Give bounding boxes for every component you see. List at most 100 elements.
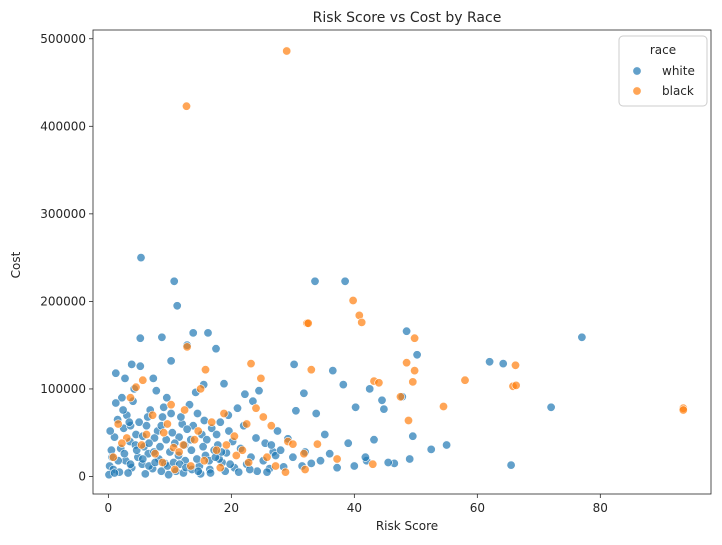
point-white-139: [155, 442, 165, 452]
point-white-27: [338, 380, 348, 390]
point-white-35: [412, 350, 422, 360]
y-tick-label: 200000: [40, 294, 86, 308]
point-white-19: [219, 379, 229, 389]
point-white-20: [240, 389, 250, 399]
point-white-141: [167, 428, 177, 438]
point-white-0: [136, 253, 146, 263]
point-white-164: [193, 466, 203, 476]
point-black-62: [215, 463, 225, 473]
point-black-38: [332, 454, 342, 464]
legend-frame: [618, 35, 708, 107]
point-white-129: [225, 459, 235, 469]
point-white-25: [311, 408, 321, 418]
point-black-30: [251, 403, 261, 413]
point-black-74: [162, 419, 172, 429]
point-black-65: [262, 452, 272, 462]
point-white-146: [198, 442, 208, 452]
point-white-47: [343, 438, 353, 448]
legend-title: race: [650, 43, 676, 57]
point-white-28: [351, 402, 361, 412]
y-tick-label: 300000: [40, 207, 86, 221]
point-white-173: [166, 408, 176, 418]
point-black-46: [190, 435, 200, 445]
point-black-6: [303, 318, 313, 328]
point-white-124: [176, 412, 186, 422]
point-white-29: [365, 384, 375, 394]
point-white-9: [211, 344, 221, 354]
point-white-167: [234, 467, 244, 477]
point-white-58: [233, 403, 243, 413]
point-white-126: [202, 435, 212, 445]
point-white-49: [291, 406, 301, 416]
point-black-69: [219, 408, 229, 418]
point-white-17: [148, 373, 158, 383]
point-white-4: [340, 276, 350, 286]
point-white-53: [306, 458, 316, 468]
point-black-2: [348, 295, 358, 305]
point-white-122: [151, 386, 161, 396]
point-white-158: [156, 466, 166, 476]
point-black-64: [244, 457, 254, 467]
y-tick-label: 400000: [40, 119, 86, 133]
x-tick-label: 0: [105, 501, 113, 515]
point-white-34: [408, 431, 418, 441]
point-black-45: [212, 445, 222, 455]
legend: race white black: [618, 35, 708, 107]
point-white-68: [162, 393, 172, 403]
point-white-2: [172, 301, 182, 311]
point-white-133: [118, 405, 128, 415]
point-white-83: [110, 432, 120, 442]
point-white-6: [157, 332, 167, 342]
point-black-1: [182, 101, 192, 111]
point-black-72: [180, 405, 190, 415]
point-white-8: [203, 328, 213, 338]
point-white-33: [402, 326, 412, 336]
point-white-66: [174, 432, 184, 442]
legend-label-black: black: [662, 84, 694, 98]
point-white-42: [577, 332, 587, 342]
point-black-11: [410, 366, 420, 376]
point-white-16: [120, 373, 130, 383]
point-white-174: [182, 424, 192, 434]
point-black-55: [117, 438, 127, 448]
point-white-57: [272, 426, 282, 436]
chart-title: Risk Score vs Cost by Race: [313, 10, 502, 26]
point-white-186: [349, 461, 359, 471]
point-black-59: [170, 464, 180, 474]
point-black-67: [174, 447, 184, 457]
point-black-49: [159, 428, 169, 438]
point-white-73: [142, 421, 152, 431]
point-black-24: [678, 405, 688, 415]
point-black-33: [242, 419, 252, 429]
point-white-153: [126, 459, 136, 469]
point-black-9: [402, 358, 412, 368]
point-black-0: [282, 46, 292, 56]
point-white-75: [134, 417, 144, 427]
point-white-132: [111, 398, 121, 408]
point-white-155: [138, 454, 148, 464]
point-white-37: [442, 440, 452, 450]
point-black-28: [131, 382, 141, 392]
point-white-180: [266, 440, 276, 450]
point-white-46: [360, 452, 370, 462]
y-tick-label: 500000: [40, 32, 86, 46]
point-black-70: [148, 410, 158, 420]
point-black-50: [150, 449, 160, 459]
point-white-188: [405, 454, 415, 464]
point-black-43: [237, 445, 247, 455]
point-black-12: [306, 365, 316, 375]
point-white-39: [498, 359, 508, 369]
point-black-13: [408, 377, 418, 387]
point-white-179: [251, 433, 261, 443]
point-white-184: [315, 456, 325, 466]
point-white-54: [332, 463, 342, 473]
points-layer: [104, 46, 688, 480]
legend-marker-black: [632, 86, 642, 96]
x-tick-label: 40: [347, 501, 362, 515]
point-black-36: [288, 439, 298, 449]
x-axis-label: Risk Score: [376, 519, 438, 533]
point-white-26: [328, 366, 338, 376]
point-white-41: [546, 402, 556, 412]
point-white-176: [212, 429, 222, 439]
point-white-69: [158, 412, 168, 422]
